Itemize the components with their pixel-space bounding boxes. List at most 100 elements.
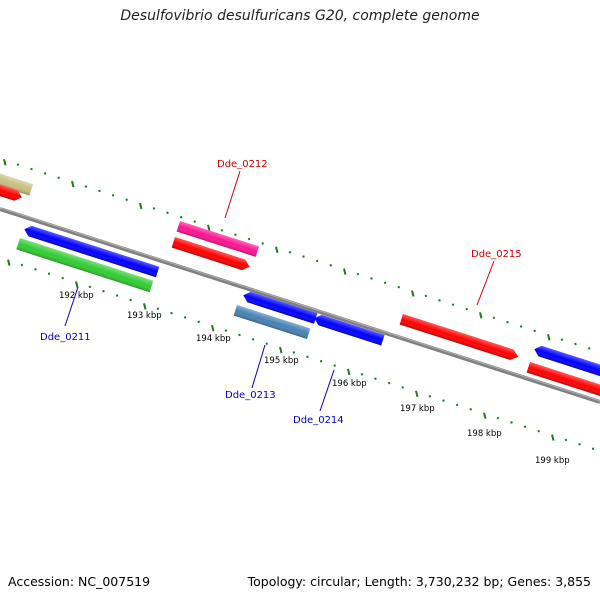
minor-tick: [88, 285, 92, 289]
major-tick: [139, 202, 143, 210]
minor-tick: [57, 176, 60, 180]
tick-label: 195 kbp: [264, 356, 299, 366]
minor-tick: [220, 228, 224, 232]
gene-red-dde-0215[interactable]: [399, 314, 520, 362]
minor-tick: [315, 259, 319, 263]
leader-line-dde-0215: [476, 260, 495, 306]
minor-tick: [183, 316, 187, 319]
minor-tick: [383, 281, 387, 285]
minor-tick: [238, 333, 241, 337]
major-tick: [411, 290, 415, 297]
minor-tick: [574, 342, 577, 346]
gene-pink-dde-0212[interactable]: [176, 221, 260, 257]
gene-blue-dde-0214[interactable]: [313, 313, 385, 346]
minor-tick: [306, 355, 309, 359]
tick-label: 199 kbp: [535, 456, 570, 466]
minor-tick: [288, 250, 292, 254]
label-dde-0211[interactable]: Dde_0211: [40, 332, 91, 343]
minor-tick: [84, 185, 88, 188]
tick-label: 197 kbp: [400, 404, 435, 414]
minor-tick: [374, 377, 377, 380]
gene-blue-dde-0210[interactable]: [23, 224, 160, 278]
minor-tick: [492, 316, 496, 320]
major-tick: [483, 412, 487, 419]
minor-tick: [537, 429, 540, 433]
minor-tick: [387, 381, 391, 385]
major-tick: [479, 312, 483, 319]
minor-tick: [166, 211, 169, 215]
gene-blue-dde-0213[interactable]: [242, 290, 318, 324]
minor-tick: [234, 233, 237, 236]
minor-tick: [156, 307, 160, 310]
major-tick: [75, 281, 79, 288]
minor-tick: [47, 272, 51, 275]
gene-olive-left[interactable]: [0, 172, 34, 196]
gene-blue-right[interactable]: [533, 344, 600, 379]
major-tick: [143, 303, 147, 310]
accession-label: Accession: NC_007519: [8, 574, 151, 589]
gene-labels: Dde_0212 Dde_0215 Dde_0211 Dde_0213 Dde_…: [40, 159, 522, 426]
tick-label: 196 kbp: [332, 379, 367, 389]
minor-tick: [465, 307, 468, 311]
major-tick: [415, 390, 419, 398]
gene-steelblue-dde-0213[interactable]: [233, 305, 311, 340]
minor-tick: [428, 394, 432, 398]
minor-tick: [43, 172, 47, 175]
minor-tick: [20, 263, 24, 267]
minor-tick: [587, 347, 591, 350]
major-tick: [211, 324, 215, 332]
gene-red-dde-0212[interactable]: [171, 237, 252, 272]
minor-tick: [115, 294, 119, 297]
minor-tick: [292, 351, 296, 354]
minor-tick: [533, 329, 536, 333]
minor-tick: [247, 237, 251, 241]
genes: [0, 172, 600, 399]
minor-tick: [510, 421, 513, 424]
leader-line-dde-0213: [251, 344, 266, 389]
minor-tick: [424, 294, 428, 298]
gene-red-right[interactable]: [526, 362, 600, 399]
minor-tick: [193, 220, 196, 223]
minor-tick: [111, 193, 115, 197]
minor-tick: [442, 399, 445, 402]
minor-tick: [451, 303, 455, 306]
minor-tick: [333, 364, 336, 367]
minor-tick: [560, 338, 564, 341]
tick-label: 193 kbp: [127, 311, 162, 321]
major-tick: [71, 180, 75, 188]
minor-tick: [438, 298, 441, 302]
minor-tick: [370, 277, 373, 280]
tick-label: 192 kbp: [59, 291, 94, 301]
minor-tick: [302, 255, 305, 258]
minor-tick: [356, 272, 360, 276]
minor-tick: [496, 416, 500, 420]
minor-tick: [360, 373, 364, 376]
major-tick: [343, 268, 347, 275]
minor-tick: [591, 447, 595, 450]
minor-tick: [329, 263, 332, 267]
upper-tick-ring: [3, 159, 591, 350]
label-dde-0214[interactable]: Dde_0214: [293, 415, 344, 426]
minor-tick: [152, 207, 156, 210]
minor-tick: [397, 285, 400, 289]
minor-tick: [224, 329, 228, 332]
minor-tick: [197, 320, 200, 324]
minor-tick: [455, 403, 459, 407]
gene-red-left[interactable]: [0, 183, 24, 203]
minor-tick: [179, 215, 183, 219]
leader-line-dde-0212: [224, 170, 241, 219]
minor-tick: [34, 268, 37, 271]
leader-line-dde-0214: [319, 369, 335, 412]
label-dde-0213[interactable]: Dde_0213: [225, 390, 276, 401]
label-dde-0212[interactable]: Dde_0212: [217, 159, 268, 170]
major-tick: [279, 346, 283, 354]
gene-green-dde-0211[interactable]: [16, 238, 154, 293]
minor-tick: [61, 276, 64, 280]
genome-stats: Topology: circular; Length: 3,730,232 bp…: [247, 574, 591, 589]
minor-tick: [578, 443, 581, 446]
minor-tick: [30, 167, 33, 171]
minor-tick: [523, 425, 527, 429]
leader-line-dde-0211: [64, 286, 79, 327]
label-dde-0215[interactable]: Dde_0215: [471, 249, 522, 260]
